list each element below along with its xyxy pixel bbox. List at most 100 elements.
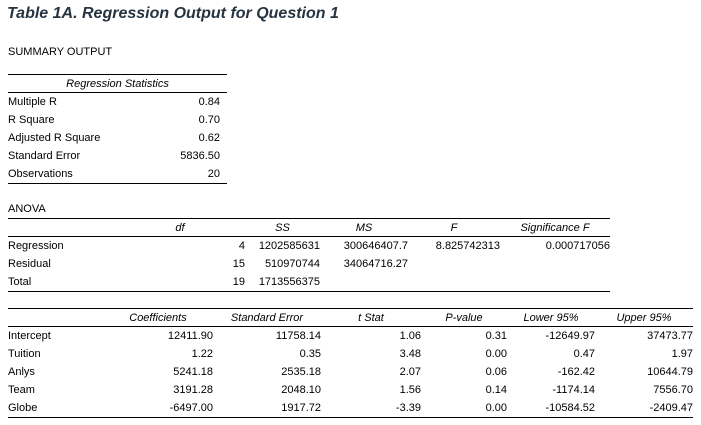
coef-header-lower-95: Lower 95% [507, 308, 595, 327]
anova-row-regression: Regression 4 1202585631 300646407.7 8.82… [8, 237, 610, 256]
anova-header-row: df SS MS F Significance F [8, 218, 610, 237]
cell-p-value: 0.14 [485, 384, 507, 396]
coef-header-t-stat: t Stat [321, 308, 421, 327]
stats-row-standard-error: Standard Error 5836.50 [8, 147, 227, 165]
cell-ms: 300646407.7 [343, 240, 408, 252]
cell-f: 8.825742313 [435, 240, 500, 252]
cell-coefficient: 1.22 [191, 348, 213, 360]
corner-cell [8, 218, 115, 237]
row-label: Residual [8, 258, 51, 270]
stat-value: 5836.50 [180, 150, 220, 162]
regression-statistics-header: Regression Statistics [8, 74, 227, 93]
coef-header-coefficients: Coefficients [103, 308, 213, 327]
cell-t-stat: -3.39 [395, 402, 421, 414]
cell-p-value: 0.00 [485, 348, 507, 360]
cell-std-error: 2535.18 [281, 366, 321, 378]
row-label: Globe [8, 402, 38, 414]
stat-value: 0.70 [198, 114, 220, 126]
cell-sig-f [500, 255, 610, 273]
cell-upper-95: 37473.77 [647, 330, 693, 342]
cell-ss: 1713556375 [258, 276, 320, 288]
cell-t-stat: 3.48 [399, 348, 421, 360]
coef-row-globe: Globe -6497.00 1917.72 -3.39 0.00 -10584… [8, 399, 693, 418]
cell-p-value: 0.31 [485, 330, 507, 342]
coef-header-p-value: P-value [421, 308, 507, 327]
anova-row-residual: Residual 15 510970744 34064716.27 [8, 255, 610, 273]
cell-t-stat: 2.07 [399, 366, 421, 378]
coefficients-table: Coefficients Standard Error t Stat P-val… [8, 308, 693, 418]
cell-ms: 34064716.27 [343, 258, 408, 270]
anova-header-f: F [408, 218, 500, 237]
row-label: Intercept [8, 330, 51, 342]
cell-upper-95: 7556.70 [653, 384, 693, 396]
corner-cell [8, 308, 103, 327]
cell-std-error: 11758.14 [275, 330, 321, 342]
coef-row-team: Team 3191.28 2048.10 1.56 0.14 -1174.14 … [8, 381, 693, 399]
cell-coefficient: -6497.00 [169, 402, 213, 414]
coef-header-upper-95: Upper 95% [595, 308, 693, 327]
cell-std-error: 2048.10 [281, 384, 321, 396]
cell-std-error: 1917.72 [281, 402, 321, 414]
cell-coefficient: 5241.18 [173, 366, 213, 378]
cell-coefficient: 12411.90 [167, 330, 213, 342]
stat-value: 0.84 [198, 96, 220, 108]
coef-row-tuition: Tuition 1.22 0.35 3.48 0.00 0.47 1.97 [8, 345, 693, 363]
stat-label: Multiple R [8, 96, 57, 108]
cell-p-value: 0.00 [485, 402, 507, 414]
cell-coefficient: 3191.28 [173, 384, 213, 396]
cell-df: 4 [238, 240, 245, 252]
regression-statistics-table: Regression Statistics Multiple R 0.84 R … [8, 74, 227, 184]
cell-ms [320, 273, 408, 292]
stat-value: 20 [207, 168, 220, 180]
cell-lower-95: -10584.52 [545, 402, 595, 414]
cell-lower-95: -162.42 [557, 366, 595, 378]
cell-ss: 510970744 [264, 258, 320, 270]
summary-output-label: SUMMARY OUTPUT [8, 46, 113, 58]
row-label: Anlys [8, 366, 35, 378]
stat-label: R Square [8, 114, 55, 126]
cell-upper-95: 10644.79 [647, 366, 693, 378]
cell-lower-95: 0.47 [573, 348, 595, 360]
cell-lower-95: -1174.14 [552, 384, 595, 396]
anova-table: df SS MS F Significance F Regression 4 1… [8, 218, 610, 292]
cell-df: 19 [232, 276, 245, 288]
coefficients-header-row: Coefficients Standard Error t Stat P-val… [8, 308, 693, 327]
anova-header-ms: MS [320, 218, 408, 237]
page-title: Table 1A. Regression Output for Question… [7, 5, 339, 22]
anova-header-ss: SS [245, 218, 320, 237]
anova-section-label: ANOVA [8, 203, 46, 215]
stats-row-observations: Observations 20 [8, 165, 227, 184]
cell-std-error: 0.35 [299, 348, 321, 360]
stat-label: Standard Error [8, 150, 81, 162]
row-label: Tuition [8, 348, 41, 360]
row-label: Total [8, 276, 32, 288]
cell-sig-f: 0.000717056 [545, 240, 610, 252]
cell-sig-f [500, 273, 610, 292]
cell-t-stat: 1.56 [399, 384, 421, 396]
cell-p-value: 0.06 [485, 366, 507, 378]
stat-label: Observations [8, 168, 73, 180]
cell-ss: 1202585631 [258, 240, 320, 252]
coef-row-intercept: Intercept 12411.90 11758.14 1.06 0.31 -1… [8, 327, 693, 346]
regression-statistics-header-row: Regression Statistics [8, 74, 227, 93]
coef-header-std-error: Standard Error [213, 308, 321, 327]
stat-label: Adjusted R Square [8, 132, 101, 144]
cell-df: 15 [232, 258, 245, 270]
anova-header-df: df [115, 218, 245, 237]
anova-header-sig-f: Significance F [500, 218, 610, 237]
stat-value: 0.62 [198, 132, 220, 144]
cell-lower-95: -12649.97 [545, 330, 595, 342]
row-label: Team [8, 384, 35, 396]
stats-row-adjusted-r-square: Adjusted R Square 0.62 [8, 129, 227, 147]
cell-t-stat: 1.06 [399, 330, 421, 342]
cell-f [408, 273, 500, 292]
row-label: Regression [8, 240, 64, 252]
stats-row-r-square: R Square 0.70 [8, 111, 227, 129]
stats-row-multiple-r: Multiple R 0.84 [8, 93, 227, 112]
cell-upper-95: -2409.47 [649, 402, 693, 414]
coef-row-anlys: Anlys 5241.18 2535.18 2.07 0.06 -162.42 … [8, 363, 693, 381]
cell-f [408, 255, 500, 273]
cell-upper-95: 1.97 [671, 348, 693, 360]
anova-row-total: Total 19 1713556375 [8, 273, 610, 292]
